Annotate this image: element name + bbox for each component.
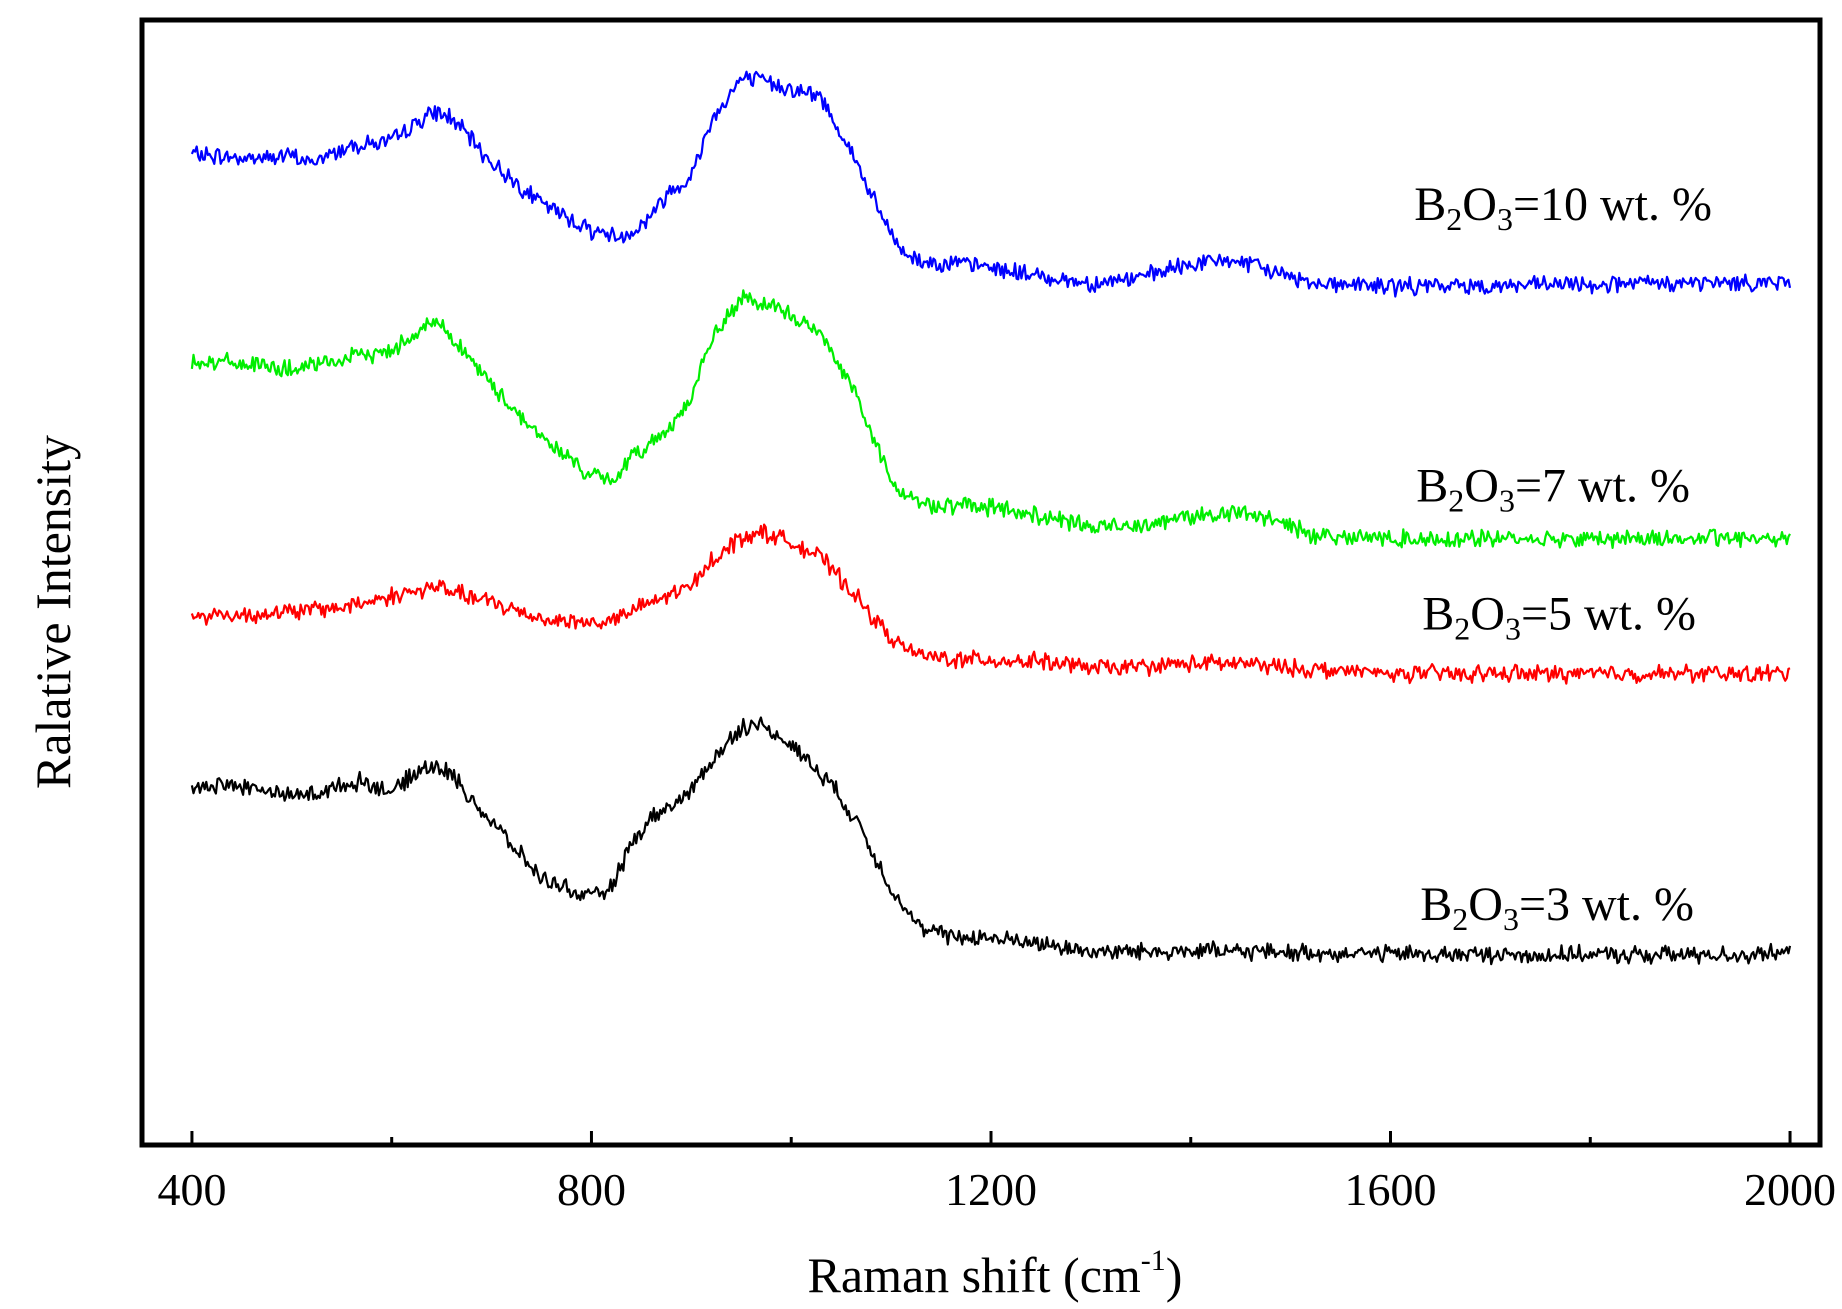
series-layer [190, 70, 1792, 966]
series-label-3: B2O3=5 wt. % [1422, 588, 1696, 647]
x-tick-label: 2000 [1744, 1164, 1836, 1215]
series-label-2: B2O3=7 wt. % [1416, 460, 1690, 519]
series-line-2 [190, 289, 1791, 550]
x-axis-title: Raman shift (cm-1) [808, 1244, 1183, 1303]
x-axis-ticks: 400 800 1200 1600 2000 [157, 1131, 1836, 1215]
series-line-4 [190, 716, 1792, 966]
y-axis-title: Ralative Intensity [25, 435, 81, 789]
series-line-1 [190, 70, 1792, 298]
series-label-4: B2O3=3 wt. % [1420, 878, 1694, 937]
x-tick-label: 400 [157, 1164, 226, 1215]
plot-frame [139, 17, 1823, 1148]
series-label-1: B2O3=10 wt. % [1414, 178, 1712, 237]
series-line-3 [190, 523, 1791, 685]
series-labels: B2O3=10 wt. % B2O3=7 wt. % B2O3=5 wt. % B2O… [1414, 178, 1712, 937]
x-tick-label: 1600 [1345, 1164, 1437, 1215]
x-tick-label: 1200 [945, 1164, 1037, 1215]
x-tick-label: 800 [557, 1164, 626, 1215]
